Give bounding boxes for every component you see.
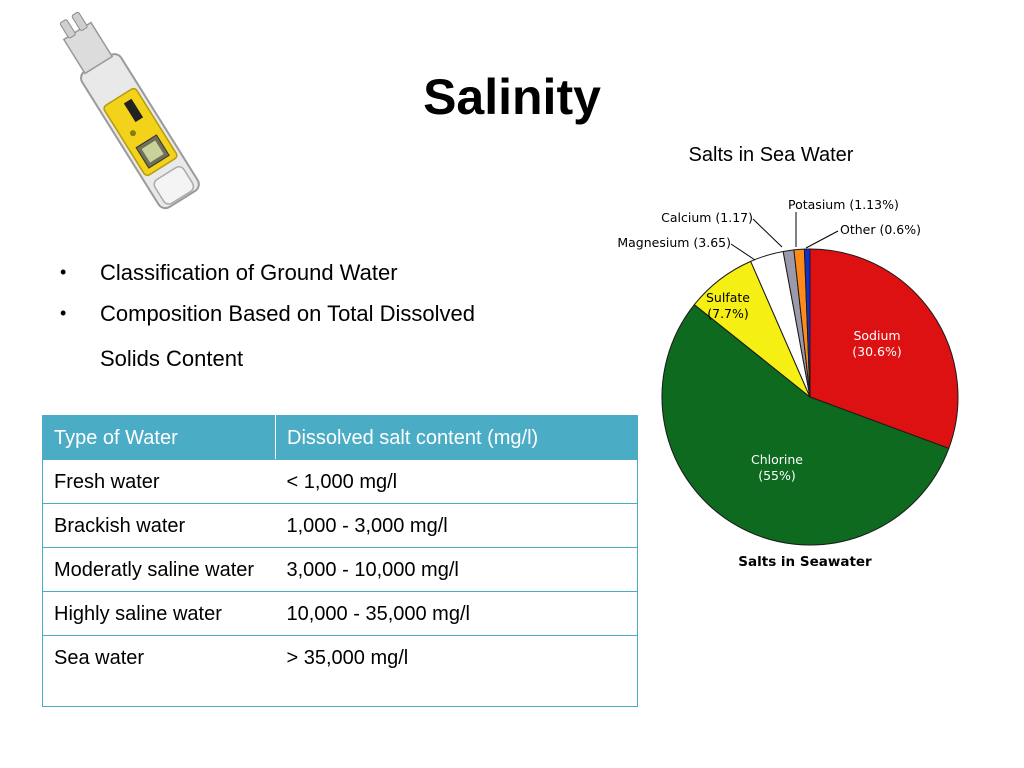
pie-label-magnesium: Magnesium (3.65) [617, 235, 731, 250]
bullet-dot-icon: • [60, 303, 67, 323]
pie-slice-sodium [809, 248, 959, 450]
leader-line-magnesium [730, 243, 756, 261]
bullet-text-continuation: Solids Content [100, 346, 244, 371]
pie-label-percent-sodium: (30.6%) [852, 344, 901, 359]
salt-content-cell: < 1,000 mg/l [275, 459, 638, 504]
salt-content-cell: 10,000 - 35,000 mg/l [275, 591, 638, 636]
bullet-text: Composition Based on Total Dissolved [100, 301, 476, 326]
pie-label-sulfate: Sulfate [706, 290, 750, 305]
pie-label-potasium: Potasium (1.13%) [788, 197, 899, 212]
table-row: Brackish water 1,000 - 3,000 mg/l [42, 503, 638, 548]
pie-slice-other [803, 248, 811, 398]
water-type-cell: Moderatly saline water [42, 547, 276, 592]
table-row: Sea water > 35,000 mg/l [42, 635, 638, 707]
pie-slice-chlorine [661, 303, 950, 546]
pie-labels: Sodium(30.6%) Chlorine(55%) Sulfate(7.7%) M… [617, 197, 921, 483]
salt-content-cell: > 35,000 mg/l [275, 635, 638, 707]
bullet-dot-icon: • [60, 262, 67, 282]
pie-label-percent-chlorine: (55%) [758, 468, 796, 483]
pie-slices [661, 248, 959, 546]
pie-label-percent-sulfate: (7.7%) [707, 306, 749, 321]
slide-title: Salinity [423, 69, 601, 125]
bullet-item: • Composition Based on Total Dissolved S… [58, 293, 578, 384]
pie-leader-lines [730, 212, 839, 261]
water-type-cell: Sea water [42, 635, 276, 707]
salt-content-cell: 1,000 - 3,000 mg/l [275, 503, 638, 548]
table-row: Moderatly saline water 3,000 - 10,000 mg… [42, 547, 638, 592]
salts-pie-chart: Sodium(30.6%) Chlorine(55%) Sulfate(7.7%) M… [617, 197, 959, 570]
water-type-cell: Brackish water [42, 503, 276, 548]
column-header: Type of Water [42, 415, 276, 460]
pie-label-sodium: Sodium [853, 328, 900, 343]
bullet-list: • Classification of Ground Water • Compo… [58, 252, 578, 384]
water-type-cell: Highly saline water [42, 591, 276, 636]
pie-label-calcium: Calcium (1.17) [661, 210, 753, 225]
water-salinity-table: Type of Water Dissolved salt content (mg… [42, 415, 638, 707]
bullet-text: Classification of Ground Water [100, 260, 398, 285]
table-header-row: Type of Water Dissolved salt content (mg… [42, 415, 638, 460]
leader-line-other [805, 230, 839, 249]
chart-title: Salts in Seawater [738, 554, 872, 570]
table-row: Highly saline water 10,000 - 35,000 mg/l [42, 591, 638, 636]
salinity-meter-icon [59, 11, 200, 210]
pie-label-chlorine: Chlorine [751, 452, 803, 467]
bullet-item: • Classification of Ground Water [58, 252, 578, 293]
leader-line-calcium [752, 218, 783, 248]
chart-caption: Salts in Sea Water [688, 144, 854, 166]
water-type-cell: Fresh water [42, 459, 276, 504]
table-row: Fresh water < 1,000 mg/l [42, 459, 638, 504]
column-header: Dissolved salt content (mg/l) [275, 415, 638, 460]
pie-label-other: Other (0.6%) [840, 222, 921, 237]
salt-content-cell: 3,000 - 10,000 mg/l [275, 547, 638, 592]
